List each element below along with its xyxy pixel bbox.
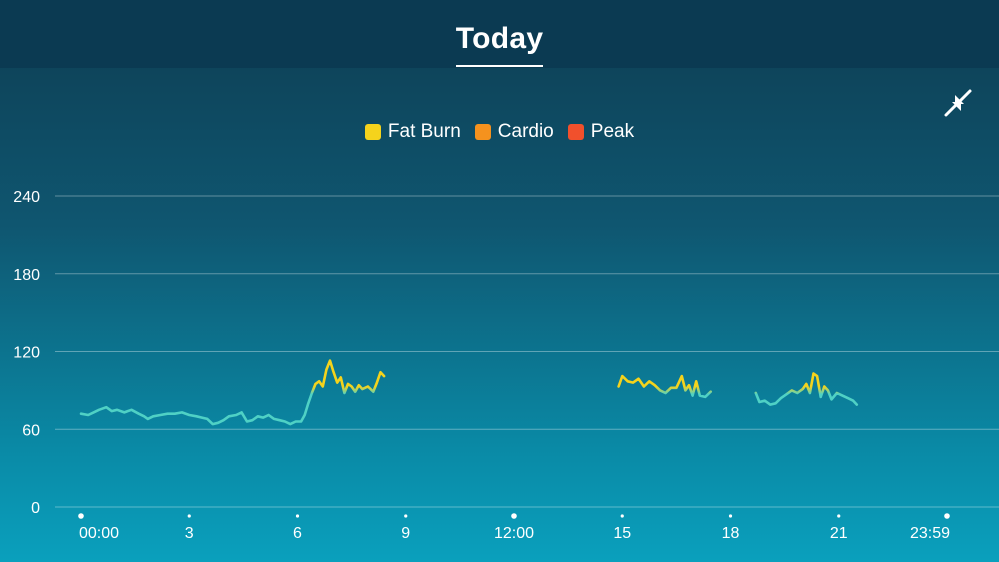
- y-tick-label: 240: [13, 189, 40, 206]
- y-tick-label: 0: [31, 500, 40, 517]
- y-tick-label: 120: [13, 345, 40, 362]
- x-tick-label: 18: [722, 525, 740, 542]
- legend-item-peak[interactable]: Peak: [567, 121, 635, 143]
- x-tick-label: 00:00: [79, 525, 119, 542]
- legend-item-fat-burn[interactable]: Fat Burn: [364, 121, 461, 143]
- y-axis-labels: 0 60 120 180 240: [13, 189, 40, 517]
- chart-gridlines: [55, 195, 999, 508]
- legend-swatch-fat-burn: [364, 124, 381, 140]
- x-tick-dot: [728, 514, 733, 518]
- title-underline: [456, 65, 543, 67]
- heart-rate-series: [79, 359, 859, 426]
- legend-swatch-cardio: [474, 124, 491, 140]
- x-tick-dot: [187, 514, 191, 518]
- x-tick-label: 12:00: [494, 525, 534, 542]
- chart-legend: Fat Burn Cardio Peak: [0, 121, 999, 143]
- collapse-arrows-icon[interactable]: [942, 87, 974, 119]
- x-tick-label: 3: [185, 525, 194, 542]
- heart-rate-line: [79, 359, 386, 426]
- x-tick-dot: [78, 513, 84, 519]
- x-tick-label: 15: [613, 525, 631, 542]
- legend-item-cardio[interactable]: Cardio: [474, 121, 554, 143]
- y-tick-label: 60: [22, 422, 40, 439]
- x-tick-label: 6: [293, 525, 302, 542]
- heart-rate-line: [754, 372, 859, 406]
- legend-label-cardio: Cardio: [497, 121, 554, 142]
- x-axis: 00:00 3 6 9 12:00 15 18 21 23:59: [78, 513, 950, 542]
- header-bar: [0, 0, 999, 68]
- x-tick-dot: [944, 513, 950, 519]
- x-tick-label: 21: [830, 525, 848, 542]
- legend-swatch-peak: [567, 124, 584, 140]
- x-tick-dot: [620, 514, 624, 518]
- x-tick-dot: [511, 513, 517, 519]
- x-tick-dot: [295, 514, 300, 518]
- y-tick-label: 180: [13, 267, 40, 284]
- x-tick-dot: [837, 514, 841, 518]
- legend-label-fat-burn: Fat Burn: [387, 121, 461, 142]
- legend-label-peak: Peak: [590, 121, 635, 142]
- page-title: Today: [455, 22, 544, 55]
- x-tick-label: 9: [401, 525, 410, 542]
- heart-rate-line: [617, 374, 712, 399]
- x-tick-label: 23:59: [910, 525, 950, 542]
- x-tick-dot: [404, 514, 408, 518]
